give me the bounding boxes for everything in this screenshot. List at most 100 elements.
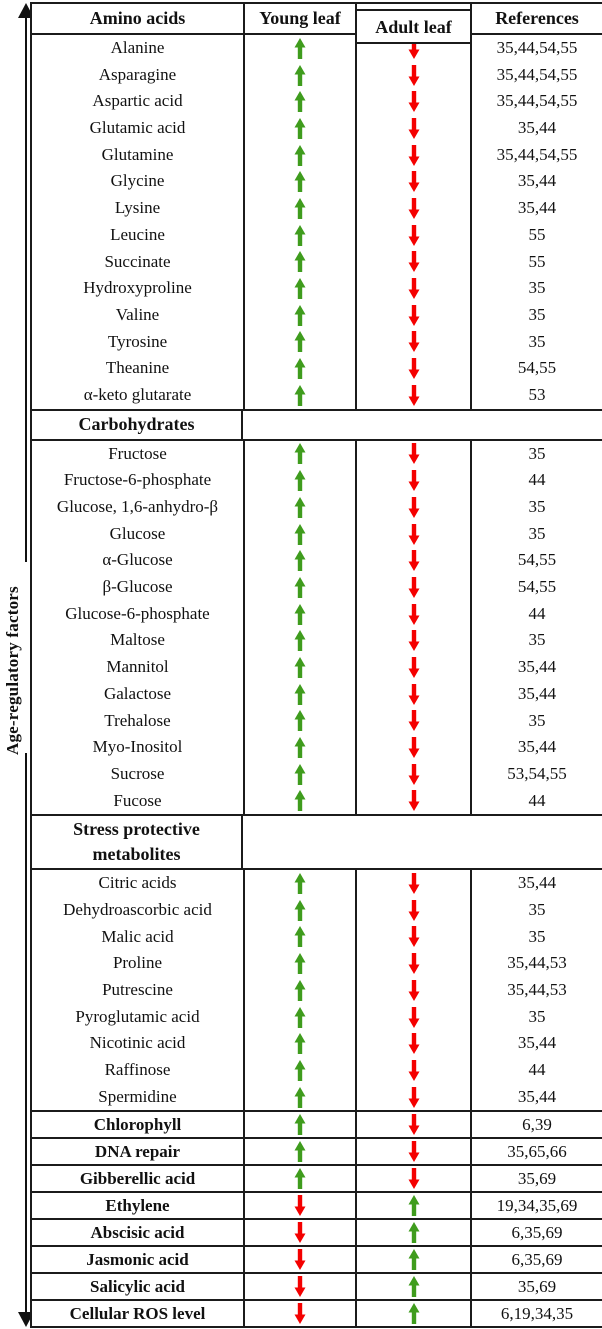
row-label: Glycine — [110, 171, 165, 191]
up-arrow-icon — [294, 304, 306, 326]
factor-row: Ethylene 19,34,35,69 — [32, 1193, 602, 1221]
up-arrow-icon — [408, 1195, 420, 1217]
down-arrow-icon — [408, 1114, 420, 1136]
young-leaf-cell — [245, 494, 355, 521]
row-label: Abscisic acid — [90, 1223, 185, 1243]
up-arrow-icon — [294, 37, 306, 59]
up-arrow-icon — [294, 790, 306, 812]
down-arrow-icon — [408, 1168, 420, 1190]
adult-leaf-cell — [357, 494, 470, 521]
row-references: 44 — [528, 470, 546, 490]
row-label: Malic acid — [101, 926, 174, 946]
row-references: 35 — [528, 443, 546, 463]
down-arrow-icon — [408, 899, 420, 921]
adult-leaf-cell — [357, 924, 470, 951]
down-arrow-icon — [294, 1276, 306, 1298]
row-label: Dehydroascorbic acid — [63, 899, 212, 919]
young-leaf-cell — [245, 924, 355, 951]
adult-leaf-cell — [357, 355, 470, 382]
down-arrow-icon — [294, 1249, 306, 1271]
young-leaf-cell — [245, 35, 355, 62]
row-references: 35 — [528, 710, 546, 730]
up-arrow-icon — [294, 1033, 306, 1055]
row-references: 53 — [528, 384, 546, 404]
up-arrow-icon — [294, 496, 306, 518]
up-arrow-icon — [294, 1168, 306, 1190]
young-leaf-cell — [245, 547, 355, 574]
down-arrow-icon — [408, 278, 420, 300]
down-arrow-icon — [408, 763, 420, 785]
table-body: Alanine Asparagine Aspartic acid Glutamic a… — [32, 35, 602, 1327]
up-arrow-icon — [294, 899, 306, 921]
young-leaf-cell — [245, 788, 355, 815]
factor-row: Salicylic acid 35,69 — [32, 1274, 602, 1302]
young-leaf-cell — [245, 62, 355, 89]
row-label: Glutamic acid — [89, 118, 186, 138]
section-title: Stress protective metabolites — [32, 816, 243, 869]
young-leaf-cell — [245, 681, 355, 708]
row-label: Citric acids — [98, 873, 177, 893]
young-leaf-cell — [245, 1004, 355, 1031]
adult-leaf-cell — [357, 788, 470, 815]
adult-leaf-cell — [357, 654, 470, 681]
metabolite-group: Citric acids Dehydroascorbic acid Malic ac… — [32, 870, 602, 1113]
row-label: Alanine — [110, 38, 165, 57]
down-arrow-icon — [408, 979, 420, 1001]
up-arrow-icon — [294, 523, 306, 545]
young-leaf-cell — [245, 275, 355, 302]
up-arrow-icon — [294, 953, 306, 975]
down-arrow-icon — [408, 37, 420, 59]
row-label: Valine — [115, 304, 160, 324]
adult-leaf-cell — [357, 681, 470, 708]
young-leaf-cell — [243, 1301, 355, 1327]
adult-leaf-cell — [357, 897, 470, 924]
adult-leaf-cell — [357, 1057, 470, 1084]
up-arrow-icon — [294, 470, 306, 492]
row-label: Proline — [112, 953, 163, 973]
adult-leaf-cell — [357, 1004, 470, 1031]
down-arrow-icon — [408, 656, 420, 678]
young-leaf-cell — [245, 441, 355, 468]
adult-leaf-cell — [357, 521, 470, 548]
row-references: 6,19,34,35 — [470, 1301, 602, 1327]
young-leaf-cell — [245, 601, 355, 628]
row-label: Ethylene — [105, 1196, 170, 1216]
up-arrow-icon — [294, 251, 306, 273]
metabolite-group: Fructose Fructose-6-phosphate Glucose, 1,6… — [32, 440, 602, 817]
adult-leaf-cell — [355, 1139, 470, 1165]
row-label: Jasmonic acid — [86, 1250, 189, 1270]
down-arrow-icon — [408, 304, 420, 326]
up-arrow-icon — [294, 384, 306, 406]
row-label: Trehalose — [104, 710, 171, 730]
adult-leaf-cell — [355, 1220, 470, 1246]
down-arrow-icon — [408, 224, 420, 246]
up-arrow-icon — [294, 358, 306, 380]
adult-leaf-cell — [357, 302, 470, 329]
row-references: 35 — [528, 304, 546, 324]
adult-leaf-cell — [357, 1030, 470, 1057]
down-arrow-icon — [408, 630, 420, 652]
row-references: 35,44,53 — [507, 980, 567, 999]
down-arrow-icon — [408, 1006, 420, 1028]
down-arrow-icon — [408, 331, 420, 353]
row-references: 35,44 — [517, 683, 557, 703]
axis-line-bottom — [25, 753, 27, 1314]
adult-leaf-cell — [357, 35, 470, 62]
up-arrow-icon — [294, 1006, 306, 1028]
adult-leaf-cell — [357, 708, 470, 735]
young-leaf-cell — [245, 222, 355, 249]
young-leaf-cell — [243, 1247, 355, 1273]
adult-leaf-cell — [357, 1084, 470, 1111]
adult-leaf-cell — [357, 249, 470, 276]
down-arrow-icon — [408, 1059, 420, 1081]
young-leaf-cell — [245, 355, 355, 382]
down-arrow-icon — [408, 926, 420, 948]
row-label: Asparagine — [98, 64, 177, 84]
section-header-empty — [243, 411, 602, 439]
row-label: Glucose-6-phosphate — [65, 603, 210, 623]
up-arrow-icon — [408, 1249, 420, 1271]
row-label: Fucose — [113, 790, 162, 810]
table-header-row: Amino acids Young leaf Adult leaf Refere… — [32, 4, 602, 44]
row-references: 54,55 — [517, 358, 557, 378]
